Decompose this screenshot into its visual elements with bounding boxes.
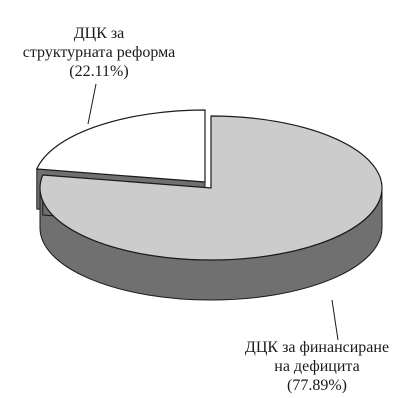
slice-label-line: на дефицита (274, 358, 360, 375)
slice-label-line: ДЦК за (73, 25, 125, 42)
slice-label-line: ДЦК за финансиране (244, 339, 390, 356)
slice-label-percent: (77.89%) (287, 377, 347, 394)
slice-label-percent: (22.11%) (69, 63, 129, 80)
leader-line-deficit-financing (331, 299, 339, 341)
slice-top (35, 109, 206, 183)
slice-label-line: структурната реформа (22, 44, 176, 61)
slice-top (39, 115, 383, 261)
leader-line-structural-reform (87, 83, 97, 125)
slice-label-structural-reform: ДЦК за структурната реформа (22.11%) (8, 24, 190, 81)
slice-label-deficit-financing: ДЦК за финансиране на дефицита (77.89%) (222, 338, 412, 395)
